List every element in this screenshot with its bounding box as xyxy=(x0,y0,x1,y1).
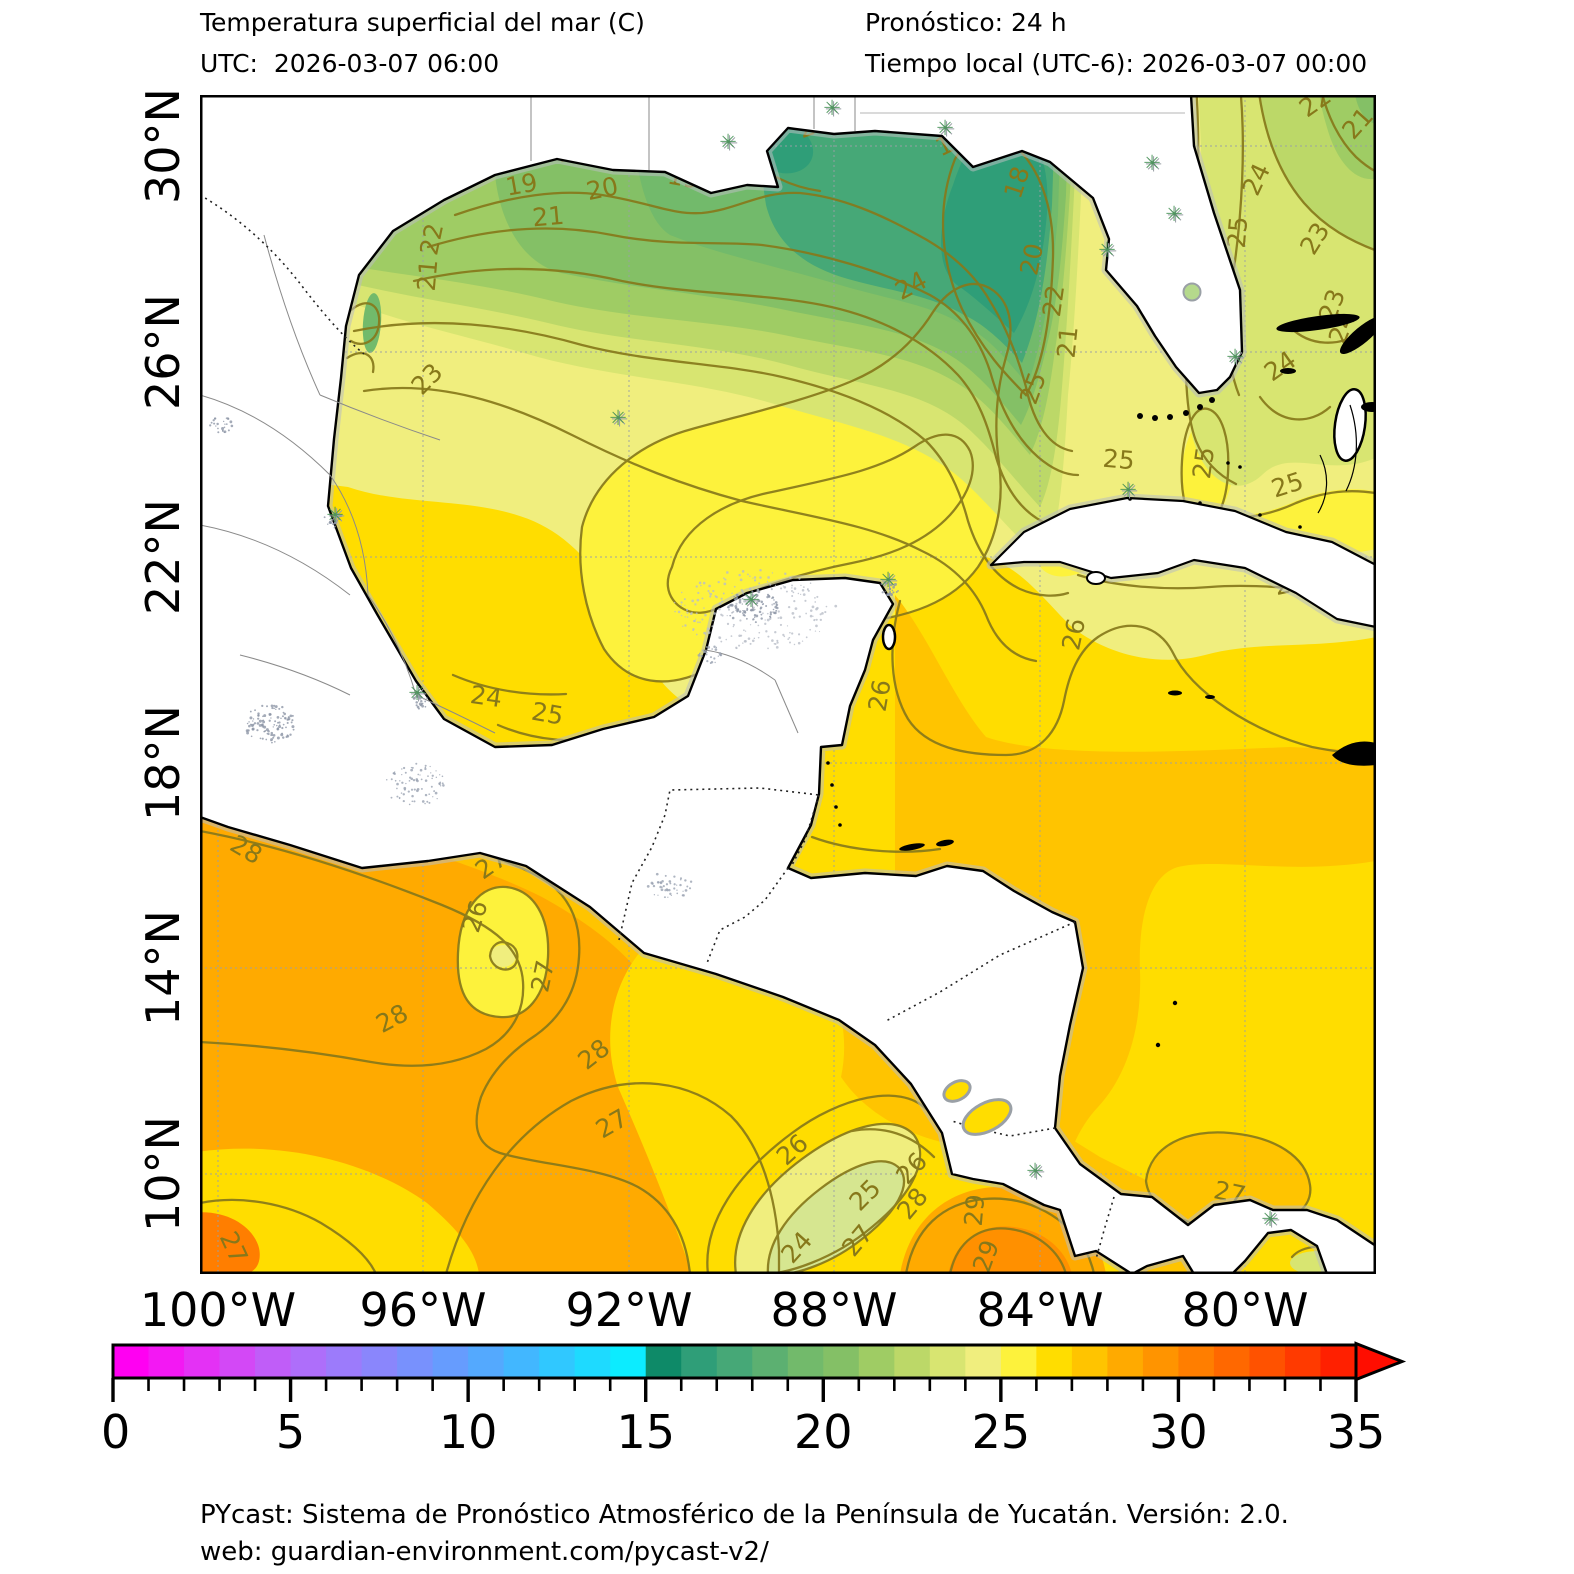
station-marker-halo: ✳ xyxy=(938,118,956,142)
lon-tick-label: 100°W xyxy=(139,1283,297,1337)
lon-tick-label: 84°W xyxy=(976,1283,1104,1337)
station-marker-icon: ✳ xyxy=(1143,151,1161,175)
footer-version-line: PYcast: Sistema de Pronóstico Atmosféric… xyxy=(200,1500,1289,1530)
sst-map: 2019212019201918202221222123242524252221… xyxy=(200,95,1376,1274)
contour-label: 21 xyxy=(1051,325,1083,360)
contour-label: 22 xyxy=(414,221,449,258)
station-marker-halo: ✳ xyxy=(744,590,762,614)
contour-label: 24 xyxy=(468,680,504,713)
contour-label: 20 xyxy=(584,171,621,206)
colorbar-tick-label: 25 xyxy=(972,1405,1031,1459)
station-marker-halo: ✳ xyxy=(1100,240,1118,264)
station-marker-halo: ✳ xyxy=(881,570,899,594)
station-marker-halo: ✳ xyxy=(1121,480,1139,504)
station-marker-halo: ✳ xyxy=(1145,153,1163,177)
lon-tick-label: 88°W xyxy=(770,1283,898,1337)
lat-tick-label: 18°N xyxy=(136,705,190,821)
contour-label: 21 xyxy=(412,258,444,292)
islands xyxy=(826,313,1376,1048)
contour-label: 25 xyxy=(1102,444,1136,476)
contour-label: 22 xyxy=(1037,283,1070,319)
station-asterisk-markers: ✳✳✳✳✳✳✳✳✳✳✳✳✳✳✳✳✳✳✳✳✳✳✳✳✳✳✳✳✳✳ xyxy=(326,96,1280,1233)
station-marker-icon: ✳ xyxy=(719,130,737,154)
station-marker-halo: ✳ xyxy=(1028,1161,1046,1185)
station-marker-icon: ✳ xyxy=(1226,345,1244,369)
station-marker-icon: ✳ xyxy=(326,503,344,527)
station-marker-icon: ✳ xyxy=(609,406,627,430)
contour-label: 26 xyxy=(863,677,897,713)
contour-label: 25 xyxy=(1187,445,1220,481)
contour-label: 20 xyxy=(1014,241,1049,278)
municipality-dot-texture xyxy=(209,417,899,899)
station-marker-icon: ✳ xyxy=(1119,478,1137,502)
station-marker-icon: ✳ xyxy=(1098,238,1116,262)
station-marker-halo: ✳ xyxy=(611,408,629,432)
lon-tick-label: 80°W xyxy=(1181,1283,1309,1337)
local-time-label: Tiempo local (UTC-6): 2026-03-07 00:00 xyxy=(865,49,1368,78)
station-marker-halo: ✳ xyxy=(1228,347,1246,371)
station-marker-halo: ✳ xyxy=(410,683,428,707)
lon-tick-label: 96°W xyxy=(359,1283,487,1337)
lat-tick-label: 22°N xyxy=(136,499,190,615)
contour-label: 29 xyxy=(959,1193,991,1227)
colorbar-tick-label: 5 xyxy=(276,1405,305,1459)
state-boundaries xyxy=(200,95,1185,734)
colorbar-arrow xyxy=(1354,1341,1407,1382)
contour-label: 25 xyxy=(529,697,565,731)
station-marker-halo: ✳ xyxy=(1263,1209,1281,1233)
station-marker-halo: ✳ xyxy=(825,98,843,122)
station-marker-icon: ✳ xyxy=(936,116,954,140)
station-marker-icon: ✳ xyxy=(1261,1207,1279,1231)
station-marker-icon: ✳ xyxy=(1026,1159,1044,1183)
lat-tick-label: 30°N xyxy=(136,88,190,204)
station-marker-icon: ✳ xyxy=(1165,202,1183,226)
station-marker-halo: ✳ xyxy=(1167,204,1185,228)
station-marker-icon: ✳ xyxy=(879,568,897,592)
colorbar-tick-label: 30 xyxy=(1149,1405,1208,1459)
colorbar-tick-label: 15 xyxy=(616,1405,675,1459)
colorbar-tick-label: 35 xyxy=(1327,1405,1386,1459)
national-borders xyxy=(200,194,1115,1260)
station-marker-icon: ✳ xyxy=(742,588,760,612)
colorbar-tick-label: 20 xyxy=(794,1405,853,1459)
colorbar-tick-label: 0 xyxy=(101,1405,130,1459)
lat-tick-label: 10°N xyxy=(136,1116,190,1232)
station-marker-halo: ✳ xyxy=(328,505,346,529)
utc-time-label: UTC: 2026-03-07 06:00 xyxy=(200,49,500,78)
temperature-colorbar: 0 5 10 15 20 25 30 35 xyxy=(101,1341,1407,1459)
lat-tick-label: 26°N xyxy=(136,294,190,410)
contour-label: 27 xyxy=(525,958,560,995)
lon-tick-label: 92°W xyxy=(565,1283,693,1337)
colorbar-tick-label: 10 xyxy=(439,1405,498,1459)
station-marker-halo: ✳ xyxy=(721,132,739,156)
station-marker-icon: ✳ xyxy=(823,96,841,120)
station-marker-icon: ✳ xyxy=(408,681,426,705)
map-title: Temperatura superficial del mar (C) xyxy=(200,8,645,37)
contour-label: 21 xyxy=(531,201,565,233)
lakes xyxy=(942,282,1202,1136)
footer-web-line: web: guardian-environment.com/pycast-v2/ xyxy=(200,1537,769,1567)
lat-tick-label: 14°N xyxy=(136,910,190,1026)
contour-label: 26 xyxy=(1056,616,1091,653)
forecast-label: Pronóstico: 24 h xyxy=(865,8,1067,37)
